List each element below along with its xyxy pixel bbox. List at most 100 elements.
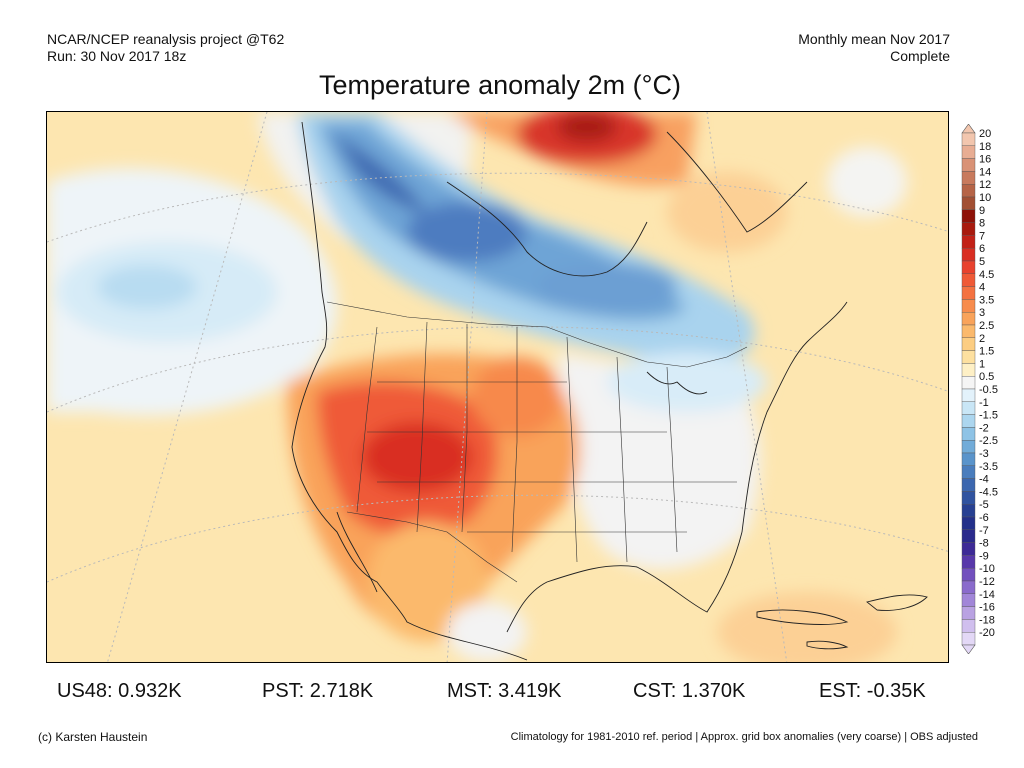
colorbar-swatch	[961, 542, 976, 556]
colorbar-swatch	[961, 414, 976, 428]
gulf-coastline	[506, 531, 743, 633]
colorbar-tick-label: -9	[979, 550, 989, 562]
colorbar-swatch	[961, 504, 976, 518]
colorbar-swatch	[961, 491, 976, 505]
regional-stats: US48: 0.932K PST: 2.718K MST: 3.419K CST…	[0, 680, 1024, 704]
north-america-coastline	[291, 121, 528, 661]
colorbar-swatch	[961, 580, 976, 595]
us-canada-border	[326, 301, 748, 368]
colorbar-tick-label: 1	[979, 358, 985, 370]
cool-great-lakes-area	[607, 352, 767, 412]
colorbar-swatch	[961, 401, 976, 415]
near-normal-central-america-area	[447, 602, 527, 662]
colorbar-tick-label: -10	[979, 563, 995, 575]
period-label: Monthly mean Nov 2017	[798, 31, 950, 47]
colorbar: 20 18 16 14 12 10 9 8 7 6 5 4.5 4 3.5 3 2.5 2 1.5 1 0.5 -0.5…	[960, 123, 1020, 655]
cool-pacific-core	[97, 265, 197, 309]
colorbar-tick-label: -16	[979, 602, 995, 614]
hudson-bay-coastline	[446, 181, 648, 277]
colorbar-swatch	[961, 132, 976, 147]
colorbar-tick-label: 4.5	[979, 269, 994, 281]
colorbar-tick-label: -3	[979, 448, 989, 460]
atlantic-coastline	[741, 301, 848, 533]
coastlines	[291, 121, 928, 661]
colorbar-tick-label: -7	[979, 525, 989, 537]
colorbar-tick-label: 1.5	[979, 346, 994, 358]
colorbar-swatch	[961, 286, 976, 300]
colorbar-tick-label: -12	[979, 576, 995, 588]
great-lakes-coastline	[646, 371, 708, 395]
anomaly-field	[47, 112, 907, 662]
stat-mst: MST: 3.419K	[447, 680, 562, 702]
state-line	[511, 327, 518, 553]
status-label: Complete	[890, 48, 950, 64]
colorbar-svg: 201816141210987654.543.532.521.510.5-0.5…	[961, 123, 998, 655]
state-line	[416, 321, 428, 533]
colorbar-tick-label: 14	[979, 166, 991, 178]
colorbar-tick-label: 12	[979, 179, 991, 191]
colorbar-swatch	[961, 260, 976, 275]
colorbar-tick-label: 8	[979, 218, 985, 230]
colorbar-swatch	[961, 478, 976, 492]
colorbar-tick-label: 2	[979, 333, 985, 345]
colorbar-tick-label: 3.5	[979, 294, 994, 306]
run-label: Run: 30 Nov 2017 18z	[47, 48, 187, 64]
colorbar-tick-label: -4.5	[979, 486, 998, 498]
colorbar-swatch	[961, 222, 976, 236]
colorbar-swatch	[961, 555, 976, 569]
colorbar-tick-label: 9	[979, 205, 985, 217]
coldest-core	[332, 132, 427, 212]
hispaniola-coastline	[866, 594, 928, 611]
colorbar-tick-label: 2.5	[979, 320, 994, 332]
greenland-coastline	[666, 131, 808, 233]
colorbar-tick-label: -1.5	[979, 410, 998, 422]
colorbar-tick-label: 6	[979, 243, 985, 255]
cold-hudson-core	[407, 202, 527, 262]
colorbar-tick-label: -3.5	[979, 461, 998, 473]
colorbar-swatch	[961, 311, 976, 326]
longitude-line	[107, 112, 268, 662]
colorbar-tick-label: 5	[979, 256, 985, 268]
colorbar-tick-label: 4	[979, 282, 985, 294]
colorbar-swatch	[961, 363, 976, 377]
colorbar-tick-label: -0.5	[979, 384, 998, 396]
jamaica-coastline	[806, 640, 849, 650]
colorbar-tick-label: 20	[979, 128, 991, 140]
anomaly-map	[46, 111, 949, 663]
state-line	[356, 326, 378, 513]
colorbar-swatch	[961, 171, 976, 185]
map-title: Temperature anomaly 2m (°C)	[319, 70, 681, 100]
colorbar-tick-label: 18	[979, 141, 991, 153]
warm-greenland-area	[667, 172, 787, 252]
colorbar-swatch	[961, 632, 976, 646]
borders	[326, 301, 748, 583]
colorbar-swatch	[961, 465, 976, 479]
stat-pst: PST: 2.718K	[262, 680, 374, 702]
colorbar-tick-label: -14	[979, 589, 995, 601]
colorbar-bottom-arrow	[961, 644, 976, 655]
state-line	[616, 356, 628, 563]
colorbar-tick-label: 16	[979, 154, 991, 166]
colorbar-swatch	[961, 350, 976, 364]
us-mexico-border	[346, 511, 518, 583]
colorbar-swatch	[961, 235, 976, 249]
stat-us48: US48: 0.932K	[57, 680, 182, 702]
colorbar-tick-label: -4	[979, 474, 989, 486]
colorbar-swatch	[961, 593, 976, 607]
colorbar-swatch	[961, 516, 976, 531]
colorbar-tick-label: -1	[979, 397, 989, 409]
colorbar-swatch	[961, 619, 976, 633]
colorbar-swatch	[961, 184, 976, 198]
colorbar-tick-label: 3	[979, 307, 985, 319]
near-normal-atlantic-area	[827, 147, 907, 217]
colorbar-tick-label: -8	[979, 538, 989, 550]
stat-cst: CST: 1.370K	[633, 680, 746, 702]
colorbar-swatch	[961, 529, 976, 543]
state-line	[666, 366, 678, 553]
colorbar-tick-label: -5	[979, 499, 989, 511]
colorbar-swatch	[961, 299, 976, 313]
colorbar-swatch	[961, 324, 976, 339]
colorbar-top-arrow	[961, 123, 976, 134]
colorbar-swatch	[961, 209, 976, 223]
hottest-southwest-core	[362, 422, 472, 492]
